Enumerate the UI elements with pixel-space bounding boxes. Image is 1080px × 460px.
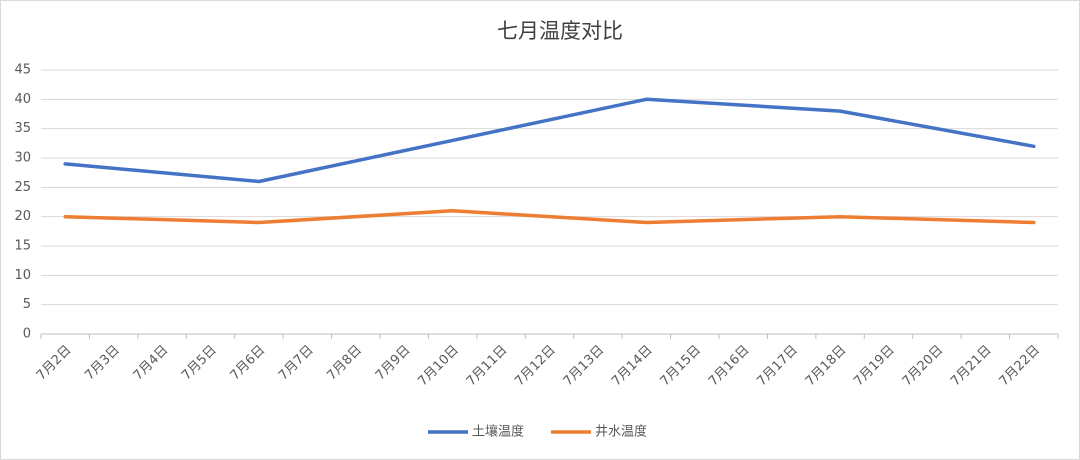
y-tick-label: 35 xyxy=(14,121,31,136)
y-tick-label: 10 xyxy=(14,268,31,283)
y-tick-label: 30 xyxy=(14,151,31,166)
y-tick-label: 45 xyxy=(14,63,31,78)
y-tick-label: 40 xyxy=(14,92,31,107)
y-tick-label: 0 xyxy=(23,327,31,342)
y-tick-label: 15 xyxy=(14,239,31,254)
legend-label: 井水温度 xyxy=(595,424,647,440)
chart-title: 七月温度对比 xyxy=(497,19,623,43)
data-line xyxy=(63,97,1036,184)
y-tick-label: 25 xyxy=(14,180,31,195)
y-tick-label: 5 xyxy=(23,297,31,312)
data-line xyxy=(63,209,1036,225)
legend-label: 土壤温度 xyxy=(472,424,524,440)
y-tick-label: 20 xyxy=(14,209,31,224)
